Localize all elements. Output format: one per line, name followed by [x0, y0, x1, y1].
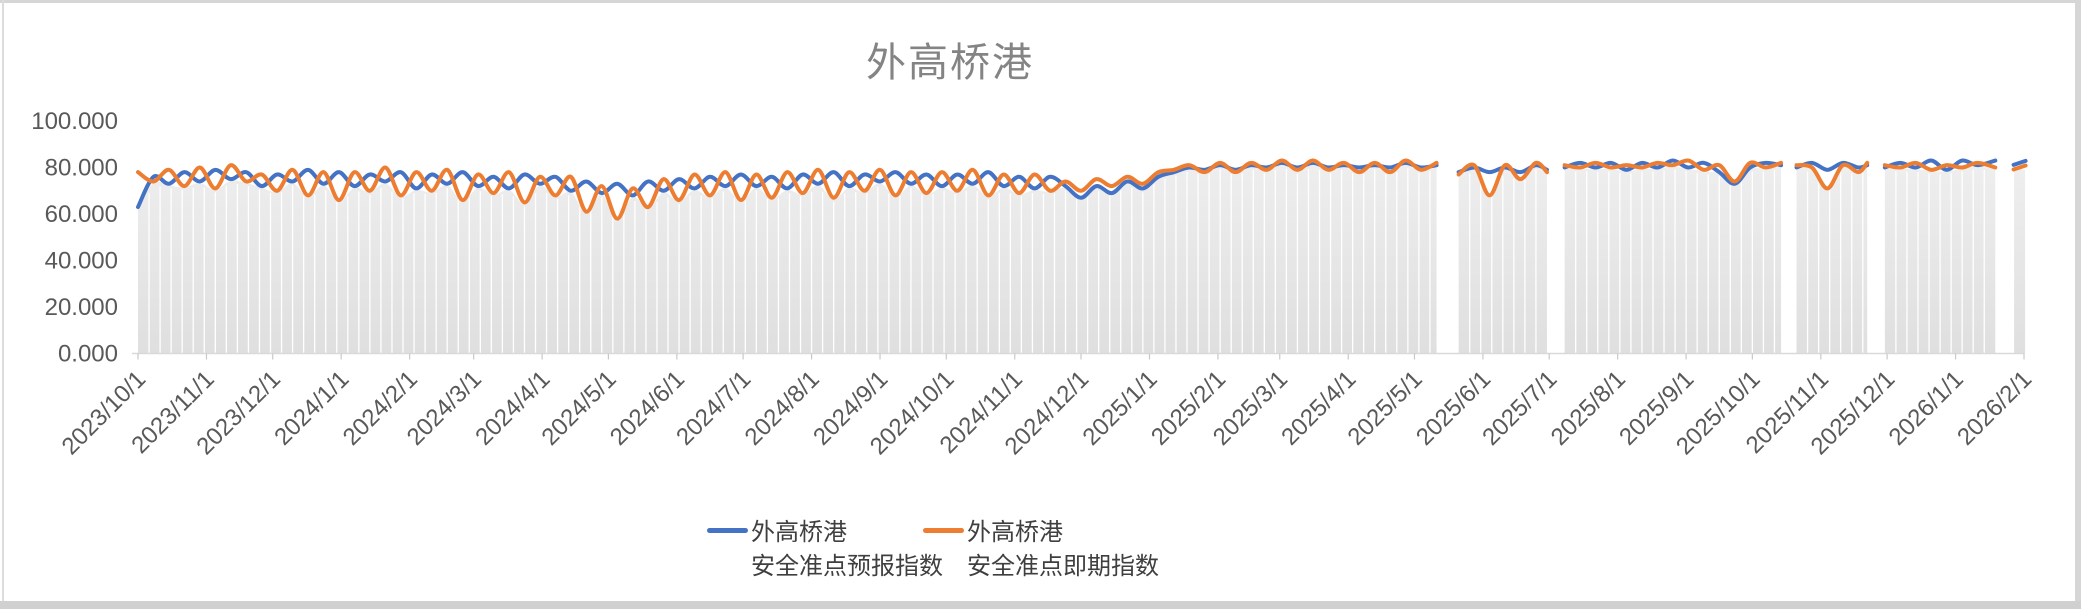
y-axis-tick-label: 80.000	[45, 155, 118, 182]
series-line-spot-path[interactable]	[136, 158, 1439, 221]
series-line-spot-path[interactable]	[1562, 158, 1784, 184]
window-border-top	[0, 0, 2081, 3]
gray-area-segment	[1564, 166, 1782, 354]
gray-area-fill	[138, 164, 2026, 354]
series-line-forecast-path[interactable]	[1882, 158, 1998, 172]
y-axis-tick-label: 0.000	[58, 341, 118, 368]
legend-series-name: 外高桥港	[967, 519, 1063, 546]
legend-series-name: 外高桥港	[751, 519, 847, 546]
series-line-spot-dash[interactable]	[2011, 163, 2028, 172]
x-axis[interactable]: 2023/10/12023/11/12023/12/12024/1/12024/…	[57, 352, 2038, 461]
x-axis-tick-label: 2024/7/1	[671, 366, 756, 451]
y-axis[interactable]: 100.000 80.000 60.000 40.000 20.000 0.000	[31, 108, 118, 368]
y-axis-tick-label: 60.000	[45, 201, 118, 228]
y-axis-tick-label: 40.000	[45, 248, 118, 275]
series-line-forecast-dash[interactable]	[2011, 158, 2028, 167]
gray-area-segment	[138, 164, 1437, 354]
chart-title[interactable]: 外高桥港	[866, 41, 1034, 85]
x-axis-tick-label: 2025/8/1	[1546, 366, 1631, 451]
x-axis-tick-label: 2025/7/1	[1477, 366, 1562, 451]
x-axis-tick-label: 2024/8/1	[740, 366, 825, 451]
window-border-right	[2075, 0, 2081, 609]
legend-series-desc: 安全准点即期指数	[967, 553, 1159, 580]
legend-item-spot-index[interactable]: 外高桥港 安全准点即期指数	[923, 516, 1159, 584]
legend-item-forecast-index[interactable]: 外高桥港 安全准点预报指数	[707, 516, 943, 584]
x-axis-tick-label: 2026/2/1	[1952, 366, 2037, 451]
series-line-spot[interactable]	[136, 158, 2028, 221]
window-border-bottom	[0, 601, 2081, 609]
legend-line-swatch-blue	[707, 528, 748, 533]
x-axis-tick-label: 2025/1/1	[1078, 366, 1163, 451]
series-line-spot-path[interactable]	[1794, 160, 1870, 191]
series-line-forecast-path[interactable]	[1562, 158, 1784, 186]
series-line-spot-path[interactable]	[1882, 160, 1998, 172]
series-line-forecast-path[interactable]	[136, 160, 1439, 210]
legend-series-desc: 安全准点预报指数	[751, 553, 943, 580]
series-line-forecast-path[interactable]	[1794, 160, 1870, 172]
y-axis-tick-label: 100.000	[31, 108, 118, 135]
series-line-spot-path[interactable]	[1456, 160, 1549, 198]
x-axis-tick-label: 2025/5/1	[1343, 366, 1428, 451]
legend-line-swatch-orange	[923, 528, 964, 533]
y-axis-tick-label: 20.000	[45, 294, 118, 321]
x-axis-tick-label: 2024/5/1	[536, 366, 621, 451]
gray-area-segment	[1796, 166, 1868, 354]
gray-area-column	[2014, 169, 2026, 354]
x-axis-tick-label: 2024/1/1	[269, 366, 354, 451]
x-axis-tick-label: 2026/1/1	[1884, 366, 1969, 451]
window-border-left	[2, 0, 4, 601]
chart-object[interactable]: 2023/10/1 2023/11/1 2023/12/1 2024/1/1 2024/…	[4, 3, 2075, 601]
